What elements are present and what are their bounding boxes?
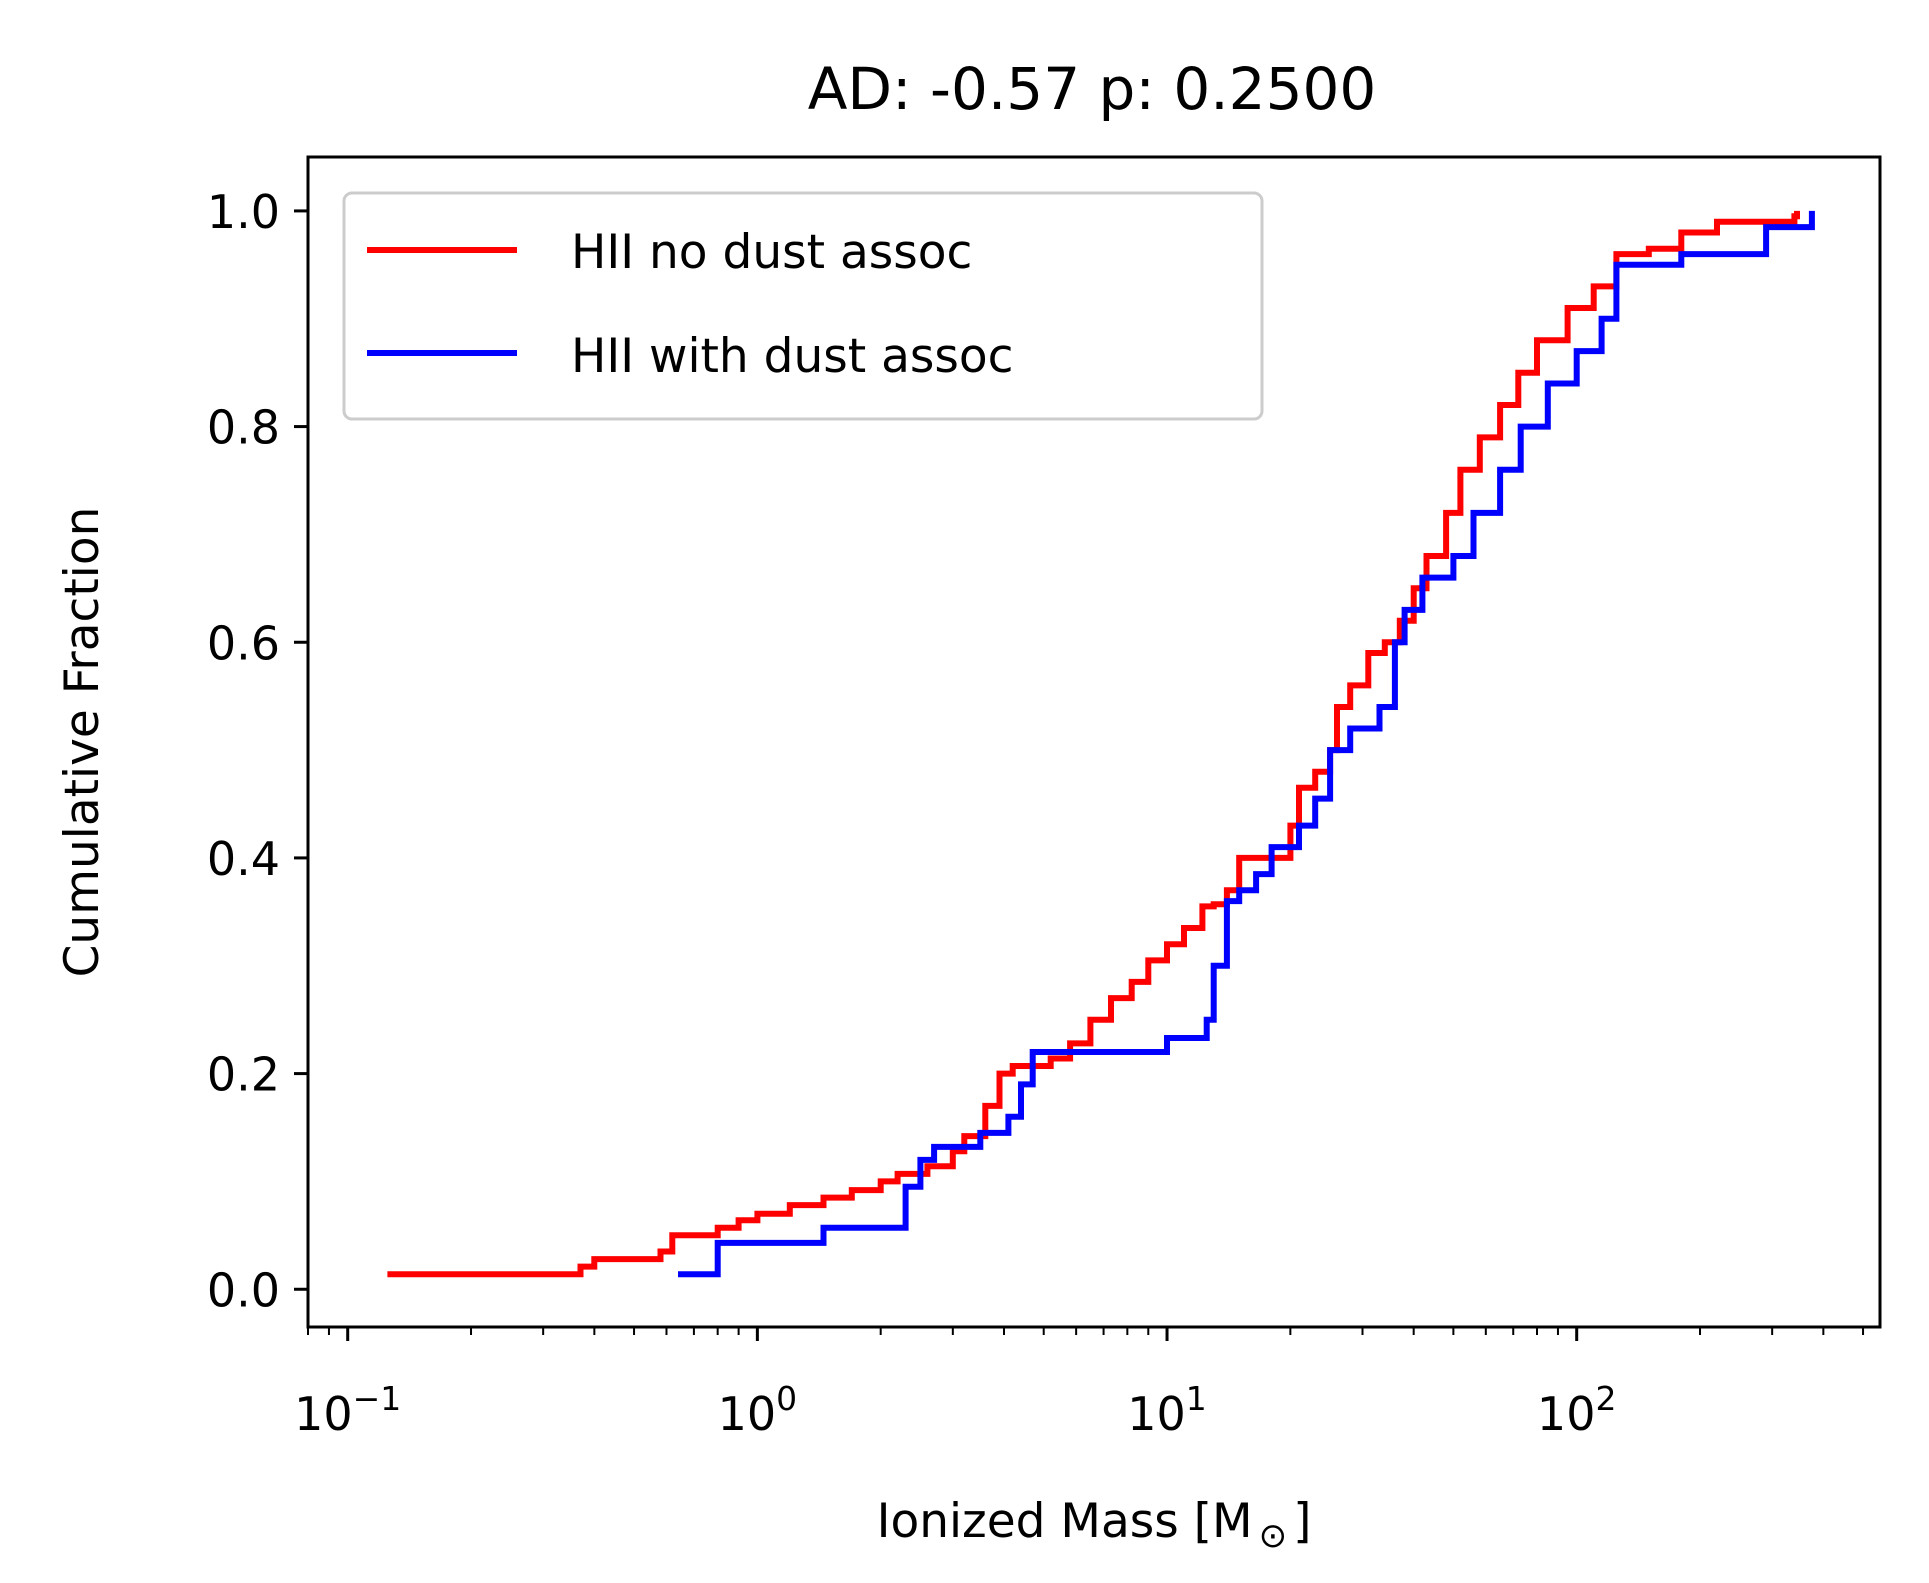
- chart-title: AD: -0.57 p: 0.2500: [808, 55, 1377, 123]
- x-tick-label: 100: [718, 1379, 798, 1441]
- y-axis-ticks: 0.0 0.2 0.4 0.6 0.8 1.0: [207, 185, 308, 1317]
- x-tick-label: 102: [1537, 1379, 1617, 1441]
- y-tick-label: 0.6: [207, 616, 280, 670]
- legend-label-with-dust: HII with dust assoc: [571, 329, 1014, 384]
- x-tick-label: 10−1: [294, 1379, 401, 1441]
- y-axis-label: Cumulative Fraction: [55, 507, 110, 978]
- x-axis-label-symbol: ⊙: [1259, 1516, 1288, 1556]
- legend-frame: [342, 191, 1264, 421]
- x-tick-exponent: 2: [1595, 1379, 1616, 1418]
- x-tick-label: 101: [1127, 1379, 1207, 1441]
- x-axis-label-text: Ionized Mass [M: [877, 1494, 1253, 1549]
- x-tick-base: 10: [294, 1387, 353, 1441]
- x-axis-label: Ionized Mass [M ⊙]: [877, 1494, 1312, 1556]
- x-tick-exponent: −1: [353, 1379, 402, 1418]
- legend-label-no-dust: HII no dust assoc: [571, 225, 972, 280]
- y-tick-label: 0.4: [207, 832, 280, 886]
- x-axis-label-suffix: ]: [1293, 1494, 1311, 1549]
- x-axis-ticks: 10−1 100 101 102: [294, 1327, 1865, 1441]
- x-tick-base: 10: [718, 1387, 777, 1441]
- series-layer: [387, 210, 1815, 1278]
- plot-frame: [306, 155, 1882, 1329]
- series-line-1: [678, 210, 1815, 1278]
- x-tick-base: 10: [1127, 1387, 1186, 1441]
- x-tick-base: 10: [1537, 1387, 1596, 1441]
- y-tick-label: 0.8: [207, 401, 280, 455]
- legend: HII no dust assoc HII with dust assoc: [342, 191, 1264, 421]
- x-tick-exponent: 0: [776, 1379, 797, 1418]
- series-line-0: [387, 210, 1800, 1278]
- y-tick-label: 0.2: [207, 1048, 280, 1102]
- y-tick-label: 0.0: [207, 1263, 280, 1317]
- y-tick-label: 1.0: [207, 185, 280, 239]
- x-tick-exponent: 1: [1186, 1379, 1207, 1418]
